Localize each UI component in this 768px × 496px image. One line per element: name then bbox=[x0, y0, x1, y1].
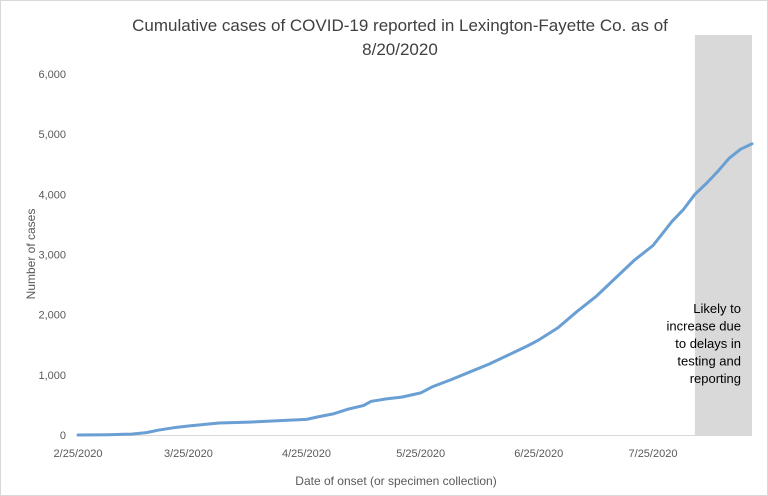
shaded-region bbox=[694, 35, 752, 435]
x-tick-label: 4/25/2020 bbox=[282, 448, 331, 460]
x-axis-title: Date of onset (or specimen collection) bbox=[295, 474, 496, 488]
y-tick-label: 0 bbox=[60, 430, 66, 442]
annotation-line: Likely to bbox=[693, 301, 741, 316]
x-tick-label: 2/25/2020 bbox=[54, 448, 103, 460]
y-tick-label: 6,000 bbox=[38, 69, 66, 81]
chart-title-line-1: Cumulative cases of COVID-19 reported in… bbox=[132, 16, 668, 35]
y-tick-label: 1,000 bbox=[38, 370, 66, 382]
annotation-line: testing and bbox=[677, 354, 741, 369]
y-tick-label: 4,000 bbox=[38, 189, 66, 201]
x-tick-label: 5/25/2020 bbox=[396, 448, 445, 460]
y-tick-label: 3,000 bbox=[38, 250, 66, 262]
annotation-line: reporting bbox=[690, 371, 741, 386]
x-tick-label: 6/25/2020 bbox=[514, 448, 563, 460]
annotation-line: increase due bbox=[667, 319, 741, 334]
chart-title-line-2: 8/20/2020 bbox=[362, 40, 438, 59]
y-tick-label: 2,000 bbox=[38, 310, 66, 322]
chart-title: Cumulative cases of COVID-19 reported in… bbox=[100, 14, 700, 62]
x-tick-label: 7/25/2020 bbox=[629, 448, 678, 460]
x-tick-label: 3/25/2020 bbox=[164, 448, 213, 460]
y-axis-title: Number of cases bbox=[24, 209, 38, 300]
y-tick-label: 5,000 bbox=[38, 129, 66, 141]
annotation-line: to delays in bbox=[675, 336, 741, 351]
series-line bbox=[76, 142, 754, 437]
